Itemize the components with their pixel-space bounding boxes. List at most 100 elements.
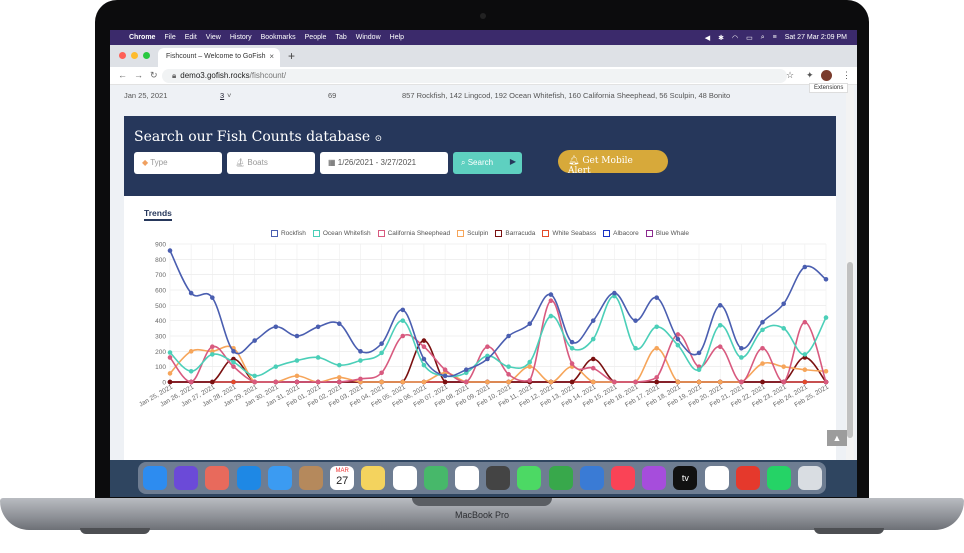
type-select[interactable]: ◆ Type (134, 152, 222, 174)
summary-boats[interactable]: 3 (220, 91, 225, 100)
menu-app-name[interactable]: Chrome (129, 34, 156, 41)
window-controls (119, 52, 150, 59)
menu-tab[interactable]: Tab (335, 34, 347, 41)
battery-icon[interactable]: ▭ (746, 34, 753, 42)
forward-icon[interactable]: → (134, 70, 143, 80)
boats-select[interactable]: ⛵︎ Boats (227, 152, 315, 174)
data-point-ocean-whitefish (717, 322, 723, 328)
data-point-sculpin (485, 379, 490, 385)
tab-trends[interactable]: Trends (144, 208, 172, 221)
data-point-sculpin (675, 379, 681, 385)
numbers-icon[interactable] (548, 466, 573, 490)
legend-item-ocean-whitefish[interactable]: Ocean Whitefish (312, 230, 371, 237)
tab-fishcount[interactable]: Fishcount – Welcome to GoFish × (158, 48, 280, 67)
date-range-value: 1/26/2021 - 3/27/2021 (337, 158, 417, 167)
scroll-to-top-button[interactable]: ▲ (827, 430, 847, 446)
legend-item-sculpin[interactable]: Sculpin (457, 230, 488, 237)
whatsapp-icon[interactable] (767, 466, 791, 490)
tv-icon[interactable]: tv (673, 466, 698, 490)
photos-icon[interactable] (455, 466, 479, 490)
menu-view[interactable]: View (205, 34, 221, 41)
calendar-month: MAR (335, 468, 349, 474)
tab-strip: Fishcount – Welcome to GoFish × + (110, 45, 857, 67)
close-window-icon[interactable] (119, 52, 126, 59)
keynote-icon[interactable] (579, 466, 604, 490)
safari-icon[interactable] (236, 466, 261, 490)
legend-swatch (457, 230, 465, 237)
podcasts-icon[interactable] (642, 466, 667, 490)
y-tick-label: 200 (155, 349, 166, 356)
scrollbar-thumb[interactable] (847, 262, 853, 438)
extensions-icon[interactable]: ✦ (806, 70, 814, 80)
url-field[interactable]: 🔒︎ demo3.gofish.rocks/fishcount/ (162, 69, 787, 83)
back-icon[interactable]: ← (118, 70, 127, 80)
legend-label: Sculpin (467, 230, 489, 237)
boat-icon: ⛵︎ (235, 158, 246, 167)
sketchbook-icon[interactable] (486, 466, 511, 490)
trash-icon[interactable] (798, 466, 823, 490)
search-panel-title: Search our Fish Counts database ⊙ (134, 129, 382, 145)
search-title-text: Search our Fish Counts database (134, 129, 371, 145)
messages-icon[interactable] (517, 466, 542, 490)
contacts-icon[interactable] (299, 466, 323, 490)
anydesk-icon[interactable] (735, 466, 760, 490)
reload-icon[interactable]: ↻ (150, 70, 158, 80)
data-point-california-sheephead (358, 376, 363, 382)
legend-item-rockfish[interactable]: Rockfish (270, 230, 306, 237)
reminders-icon[interactable] (392, 466, 417, 490)
mobile-alert-button[interactable]: 🔔︎ Get Mobile Alert (558, 150, 668, 176)
profile-avatar[interactable] (821, 70, 832, 81)
info-icon[interactable]: ⊙ (374, 134, 383, 144)
chrome-icon[interactable] (704, 466, 729, 490)
menu-file[interactable]: File (164, 34, 176, 41)
control-center-icon[interactable]: ≡ (772, 34, 777, 41)
legend-item-california-sheephead[interactable]: California Sheephead (377, 230, 450, 237)
data-point-rockfish (231, 349, 236, 354)
mail-icon[interactable] (267, 466, 292, 490)
close-tab-icon[interactable]: × (269, 52, 274, 61)
menu-window[interactable]: Window (355, 34, 381, 41)
chrome-menu-icon[interactable]: ⋮ (842, 70, 851, 80)
finder-icon[interactable] (143, 466, 167, 490)
menu-people[interactable]: People (304, 34, 327, 41)
data-point-ocean-whitefish (633, 345, 638, 351)
legend-item-blue-whale[interactable]: Blue Whale (645, 230, 690, 237)
data-point-rockfish (696, 350, 702, 356)
legend-label: Blue Whale (655, 230, 690, 237)
launchpad-icon[interactable] (205, 466, 230, 490)
notes-icon[interactable] (361, 466, 386, 490)
data-point-california-sheephead (823, 379, 829, 385)
legend-label: Albacore (613, 230, 639, 237)
minimize-window-icon[interactable] (131, 52, 138, 59)
zoom-window-icon[interactable] (143, 52, 150, 59)
data-point-ocean-whitefish (336, 362, 342, 368)
calendar-icon[interactable]: MAR 27 (330, 466, 355, 490)
music-icon[interactable] (611, 466, 635, 490)
menu-help[interactable]: Help (389, 34, 405, 41)
menu-bookmarks[interactable]: Bookmarks (260, 34, 296, 41)
chevron-down-icon[interactable]: ˅ (227, 91, 232, 100)
menubar-clock[interactable]: Sat 27 Mar 2:09 PM (784, 34, 847, 41)
legend-item-white-seabass[interactable]: White Seabass (542, 230, 596, 237)
wifi-icon[interactable]: ◠ (731, 34, 739, 42)
bookmark-star-icon[interactable]: ☆ (786, 70, 795, 80)
maps-icon[interactable] (423, 466, 448, 490)
date-range-field[interactable]: ▦ 1/26/2021 - 3/27/2021 (320, 152, 448, 174)
volume-icon[interactable]: ◀ (704, 34, 711, 42)
bluetooth-icon[interactable]: ✱ (718, 34, 724, 42)
legend-item-albacore[interactable]: Albacore (603, 230, 639, 237)
page-content: Jan 25, 2021 3 ˅ 69 857 Rockfish, 142 Li… (110, 85, 857, 460)
menu-edit[interactable]: Edit (184, 34, 197, 41)
legend-item-barracuda[interactable]: Barracuda (495, 230, 535, 237)
data-point-california-sheephead (548, 298, 554, 304)
search-button[interactable]: ⌕ Search ▶ (453, 152, 522, 174)
menu-history[interactable]: History (229, 34, 252, 41)
calendar-day: 27 (336, 475, 349, 487)
siri-icon[interactable] (174, 466, 199, 490)
data-point-ocean-whitefish (379, 350, 384, 356)
data-point-california-sheephead (210, 344, 215, 350)
new-tab-icon[interactable]: + (288, 49, 296, 63)
spotlight-icon[interactable]: ⌕ (760, 33, 765, 41)
data-point-ocean-whitefish (210, 352, 215, 357)
data-point-barracuda (167, 379, 173, 385)
